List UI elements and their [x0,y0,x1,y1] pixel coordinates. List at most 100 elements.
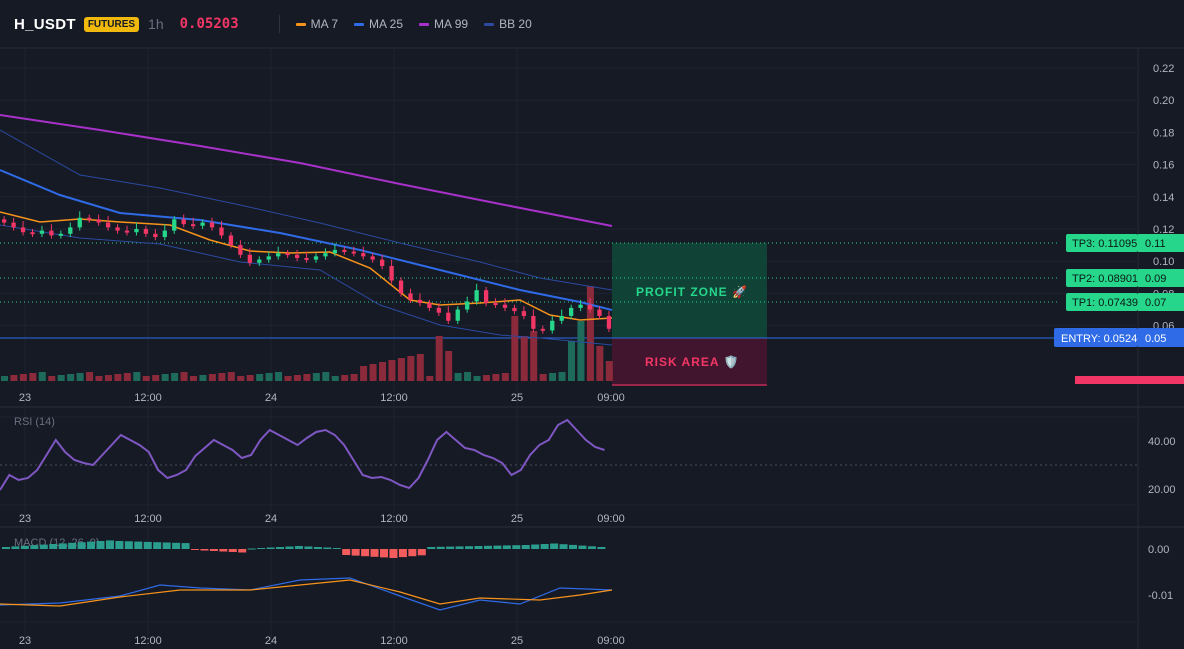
macd-bar [540,544,549,549]
volume-bar [331,376,339,381]
macd-bar [389,549,398,558]
legend-ma7[interactable]: MA 7 [295,17,338,31]
volume-bar [586,286,594,381]
line-swatch-icon [354,22,364,26]
candle [606,315,612,329]
macd-bar [521,545,530,549]
candle [408,293,413,300]
candle [351,251,356,254]
candle [465,301,470,310]
volume-bar [284,376,292,381]
macd-bar [569,544,577,549]
candle [483,290,489,304]
candle [531,315,536,329]
legend-ma25[interactable]: MA 25 [354,17,403,31]
time-tick: 25 [511,392,523,404]
volume-bar [511,316,519,381]
volume-bar [473,376,481,381]
candle [569,307,574,316]
macd-bar [380,549,388,558]
volume-bar [426,376,434,381]
entry-label[interactable]: ENTRY: 0.05246 0.05 [1054,328,1184,347]
macd-bar [162,542,171,549]
time-tick: 12:00 [134,392,162,404]
price-tick: 0.16 [1153,160,1174,172]
tp3-label[interactable]: TP3: 0.11095 0.11 [1066,234,1184,252]
tp1-label[interactable]: TP1: 0.07439 0.07 [1066,293,1184,311]
candle [342,249,347,252]
volume-bar [605,361,613,381]
legend-label: MA 7 [310,17,338,31]
volume-bar [227,372,235,381]
volume-bar [67,374,75,381]
candle [521,311,527,316]
candle [502,304,508,308]
macd-bar [134,541,143,549]
svg-text:TP2: 0.08901: TP2: 0.08901 [1072,273,1138,285]
candle [247,254,252,263]
macd-bar [11,546,20,549]
volume-bar [435,336,443,381]
candle [209,222,215,228]
svg-text:0.05: 0.05 [1145,333,1166,345]
svg-text:TP1: 0.07439: TP1: 0.07439 [1072,297,1138,309]
volume-bar [596,346,604,381]
macd-bar [465,546,474,549]
candle [512,307,517,312]
candle [96,219,101,223]
volume-bar [520,336,528,381]
macd-bar [493,545,502,549]
macd-bar [417,549,426,556]
volume-bar [492,374,500,381]
volume-bar [19,374,27,381]
volume-bar [322,372,330,381]
candle [380,259,385,267]
candle [39,230,45,234]
candle [294,254,300,258]
svg-text:TP3: 0.11095: TP3: 0.11095 [1072,238,1137,250]
timeframe[interactable]: 1h [148,16,164,32]
candle [228,235,234,246]
volume-bar [407,356,415,381]
top-bar: H_USDT FUTURES 1h 0.05203 MA 7 MA 25 MA … [0,0,1184,48]
volume-bar [57,375,65,381]
macd-tick-0: 0.00 [1148,544,1169,556]
svg-text:0.11: 0.11 [1145,238,1166,250]
macd-bar [370,549,379,557]
macd-bar [559,544,568,549]
symbol-name[interactable]: H_USDT [14,15,76,33]
time-tick: 24 [265,392,277,404]
macd-bar [313,547,322,549]
volume-bar [275,372,283,381]
candle [58,233,63,236]
volume-bar [1,376,8,381]
macd-bar [512,545,521,549]
legend-bb20[interactable]: BB 20 [484,17,532,31]
macd-bar [587,546,596,549]
macd-bar [531,544,540,549]
volume-bar [454,373,462,381]
volume-bar [38,372,46,381]
macd-bar [285,546,294,549]
macd-bar [578,545,587,549]
ma7-line [0,211,613,321]
volume-bar [350,374,358,381]
volume-bar [445,351,453,381]
legend-ma99[interactable]: MA 99 [419,17,468,31]
volume-bar [379,362,386,381]
macd-bar [502,545,511,549]
macd-bar [77,542,86,549]
candle [77,217,82,228]
profit-zone [612,243,767,338]
macd-bar [398,549,407,558]
candle [417,299,423,304]
macd-bar [446,546,455,549]
candle [559,315,564,321]
candle [143,229,149,234]
candle [172,219,177,231]
tp2-label[interactable]: TP2: 0.08901 0.09 [1066,269,1184,287]
macd-bar [39,544,48,549]
macd-bar [209,549,218,551]
risk-area-label: RISK AREA 🛡️ [645,355,739,369]
